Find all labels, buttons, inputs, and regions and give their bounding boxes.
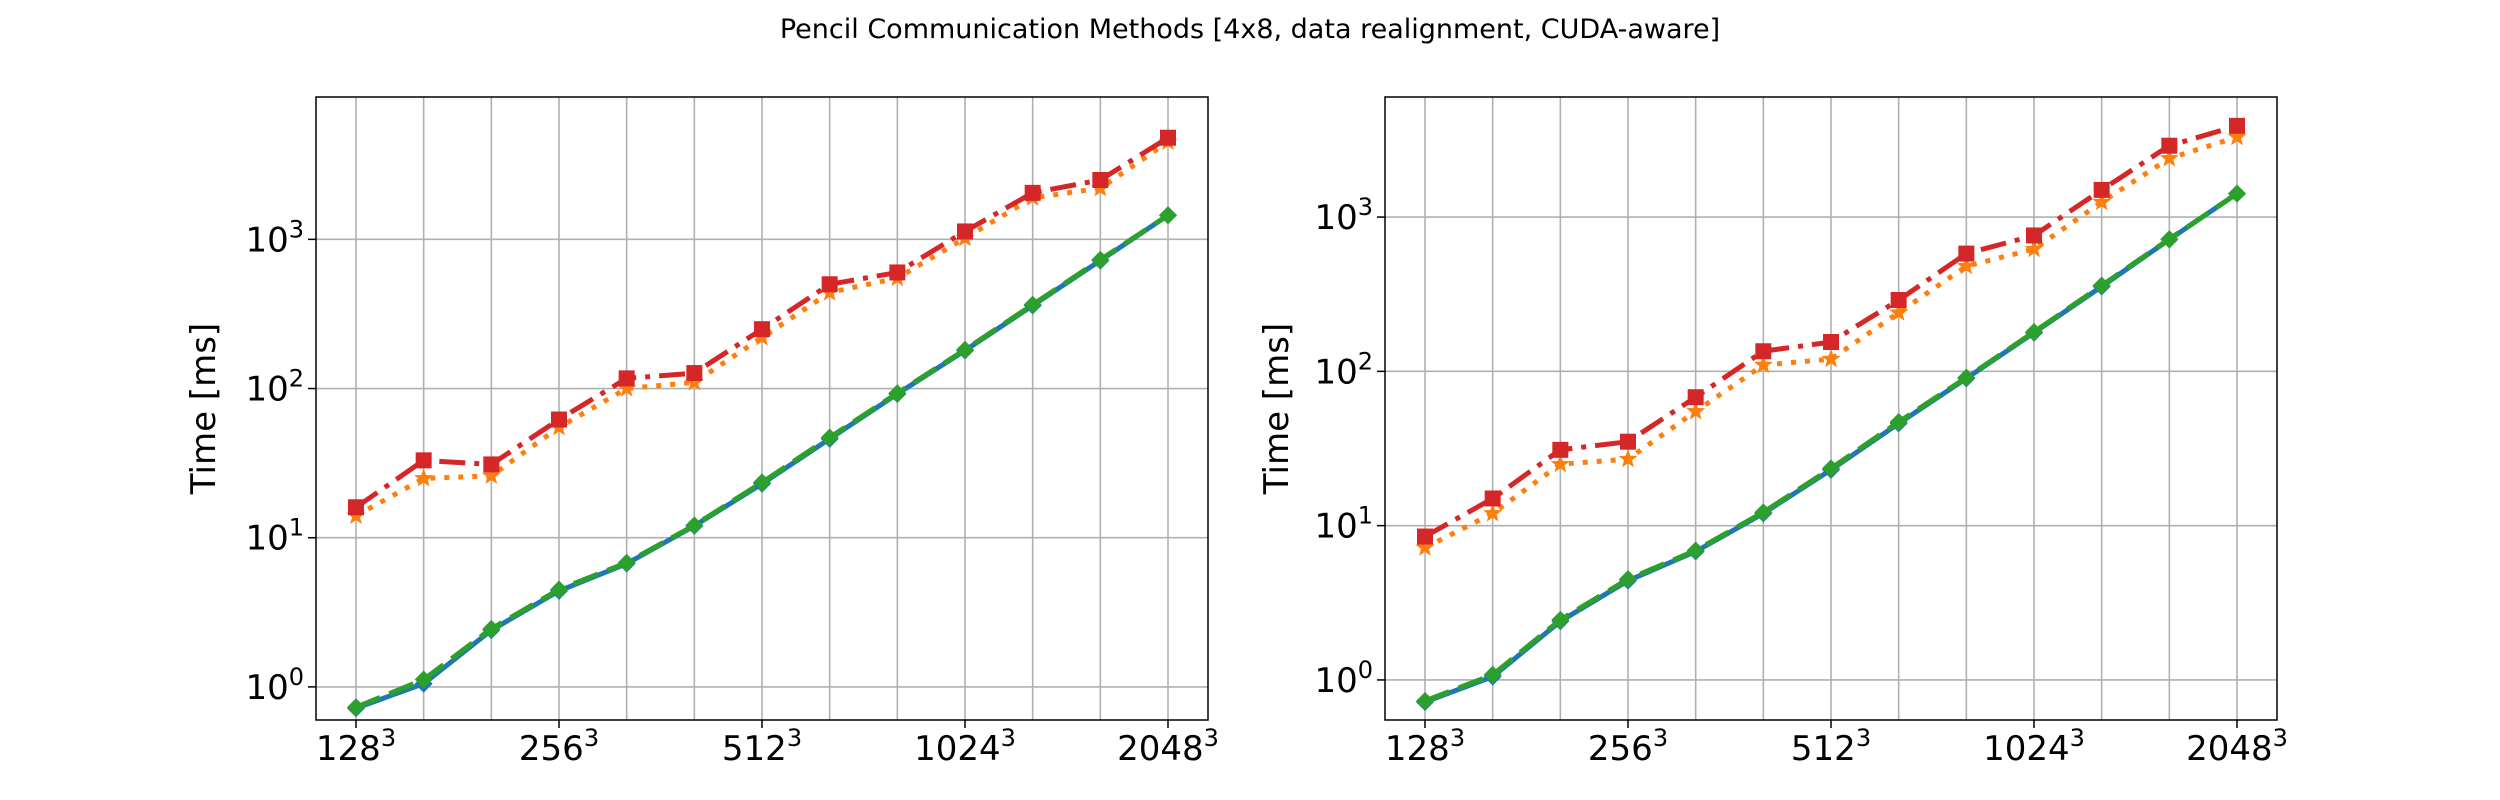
data-point	[1753, 355, 1773, 374]
data-point	[2026, 227, 2042, 244]
data-point	[1822, 459, 1840, 478]
data-point	[1551, 610, 1570, 629]
chart-right-panel: 100 101 102 103 1283 2563 5123 10243 20483 Time […	[1257, 96, 2288, 769]
data-point	[1958, 245, 1975, 262]
y-tick-label: 103	[1314, 193, 1373, 238]
data-point	[347, 698, 365, 717]
data-point	[1024, 184, 1041, 201]
data-point	[821, 276, 838, 293]
axes-frame	[1384, 96, 2278, 721]
data-point	[889, 264, 906, 281]
data-point	[1159, 206, 1177, 225]
data-point	[2092, 192, 2112, 211]
data-point	[2025, 322, 2043, 341]
data-point	[2160, 230, 2179, 249]
data-point	[1160, 129, 1176, 146]
data-point	[753, 473, 771, 492]
y-tick-label: 101	[245, 514, 304, 559]
data-point	[1754, 503, 1773, 522]
data-point	[1552, 441, 1569, 458]
data-point	[481, 465, 501, 484]
data-point	[618, 370, 635, 387]
data-point	[1620, 433, 1636, 450]
y-tick-label: 100	[1314, 656, 1373, 701]
data-point	[2093, 181, 2110, 198]
data-point	[1417, 528, 1433, 545]
axes-frame	[315, 96, 1209, 721]
y-axis-label: Time [ms]	[184, 323, 224, 495]
data-point	[1686, 401, 1706, 420]
y-tick-label: 103	[245, 215, 304, 260]
data-point	[414, 468, 434, 487]
data-point	[1416, 692, 1434, 711]
data-point	[1415, 537, 1435, 556]
data-point	[754, 321, 770, 338]
data-point	[617, 553, 636, 572]
data-point	[2024, 239, 2044, 258]
data-point	[684, 372, 704, 391]
data-point	[1483, 665, 1502, 684]
x-tick-label: 5123	[1791, 724, 1871, 769]
chart-left-panel: 100 101 102 103 1283 2563 5123 10243 20483 Time […	[184, 96, 1219, 769]
data-point	[1618, 449, 1638, 468]
data-point	[415, 452, 432, 469]
data-point	[1889, 302, 1909, 321]
data-point	[2228, 184, 2246, 203]
data-point	[888, 384, 907, 403]
data-point	[1687, 389, 1704, 406]
data-point	[1956, 256, 1976, 275]
data-point	[1889, 412, 1908, 431]
x-tick-label: 1283	[1385, 724, 1465, 769]
data-point	[483, 456, 500, 473]
data-point	[2161, 137, 2178, 154]
data-point	[550, 580, 568, 599]
data-point	[820, 428, 839, 447]
y-tick-label: 101	[1314, 502, 1373, 547]
x-tick-label: 10243	[1983, 724, 2085, 769]
data-point	[1755, 343, 1772, 360]
y-tick-label: 100	[245, 663, 304, 708]
y-tick-label: 102	[1314, 347, 1373, 392]
data-point	[2227, 127, 2247, 146]
data-point	[2229, 117, 2245, 134]
data-point	[1890, 292, 1907, 309]
data-point	[1686, 541, 1705, 560]
data-point	[957, 223, 973, 240]
data-point	[1550, 454, 1570, 473]
data-point	[1483, 503, 1503, 522]
y-axis-label: Time [ms]	[1257, 323, 1297, 495]
data-point	[2159, 148, 2179, 167]
data-point	[1823, 333, 1839, 350]
y-tick-label: 102	[245, 365, 304, 410]
data-point	[1023, 295, 1042, 314]
x-tick-label: 20483	[1117, 724, 1219, 769]
x-tick-label: 1283	[316, 724, 396, 769]
x-tick-label: 5123	[722, 724, 802, 769]
data-point	[482, 619, 501, 638]
data-point	[1821, 349, 1841, 368]
data-point	[685, 516, 704, 535]
x-tick-label: 2563	[1588, 724, 1668, 769]
data-point	[2092, 276, 2111, 295]
data-point	[414, 670, 433, 689]
data-point	[956, 340, 974, 359]
x-tick-label: 10243	[914, 724, 1016, 769]
data-point	[1619, 570, 1637, 589]
data-point	[348, 499, 364, 516]
x-tick-label: 20483	[2186, 724, 2288, 769]
data-point	[1092, 171, 1109, 188]
data-point	[686, 365, 703, 382]
data-point	[1484, 490, 1501, 507]
data-point	[551, 411, 567, 428]
figure-title: Pencil Communication Methods [4x8, data …	[780, 14, 1720, 45]
data-point	[617, 378, 637, 397]
x-tick-label: 2563	[519, 724, 599, 769]
data-point	[1957, 368, 1976, 387]
data-point	[1091, 250, 1110, 269]
